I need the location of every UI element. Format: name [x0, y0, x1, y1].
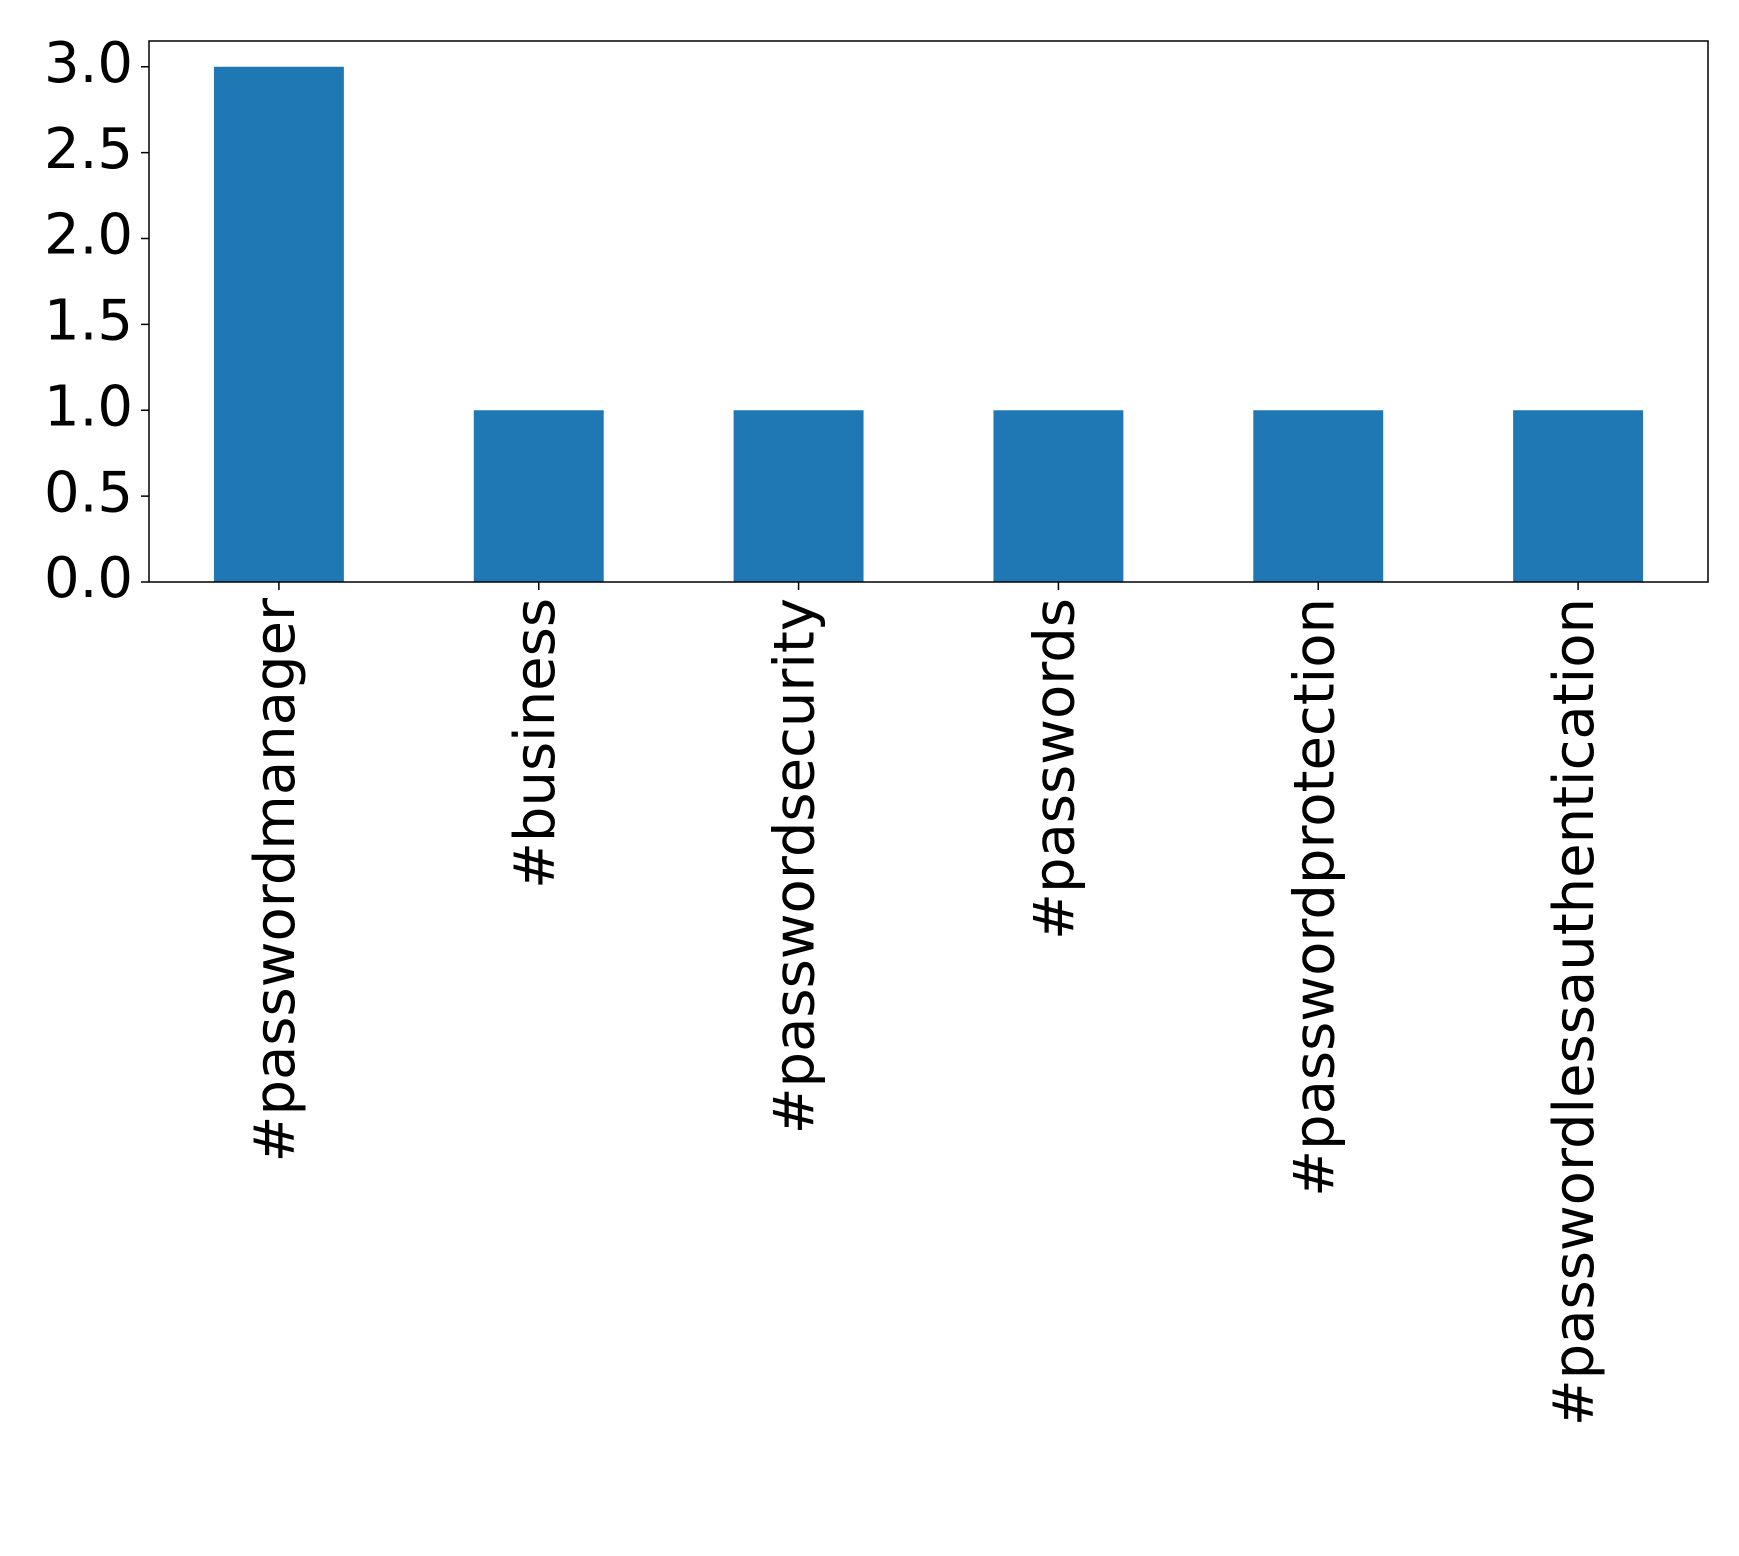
- x-tick-label: #business: [503, 598, 568, 889]
- y-tick-label: 0.0: [44, 546, 133, 611]
- x-tick-label: #passwordsecurity: [763, 598, 828, 1134]
- bar: [213, 66, 344, 582]
- y-tick-label: 1.0: [44, 374, 133, 439]
- y-tick-label: 0.5: [44, 460, 133, 525]
- y-tick-label: 2.0: [44, 203, 133, 268]
- bar: [733, 410, 864, 582]
- x-tick-label: #passwords: [1023, 598, 1088, 940]
- bar: [993, 410, 1124, 582]
- bar: [1253, 410, 1384, 582]
- plot-frame: [148, 40, 1709, 583]
- bar: [473, 410, 604, 582]
- y-tick-label: 2.5: [44, 117, 133, 182]
- x-tick-label: #passwordlessauthentication: [1542, 598, 1607, 1426]
- bar: [1513, 410, 1644, 582]
- x-tick-label: #passwordprotection: [1282, 598, 1347, 1197]
- x-tick-label: #passwordmanager: [243, 597, 308, 1162]
- y-tick-label: 3.0: [44, 31, 133, 96]
- y-tick-label: 1.5: [44, 289, 133, 354]
